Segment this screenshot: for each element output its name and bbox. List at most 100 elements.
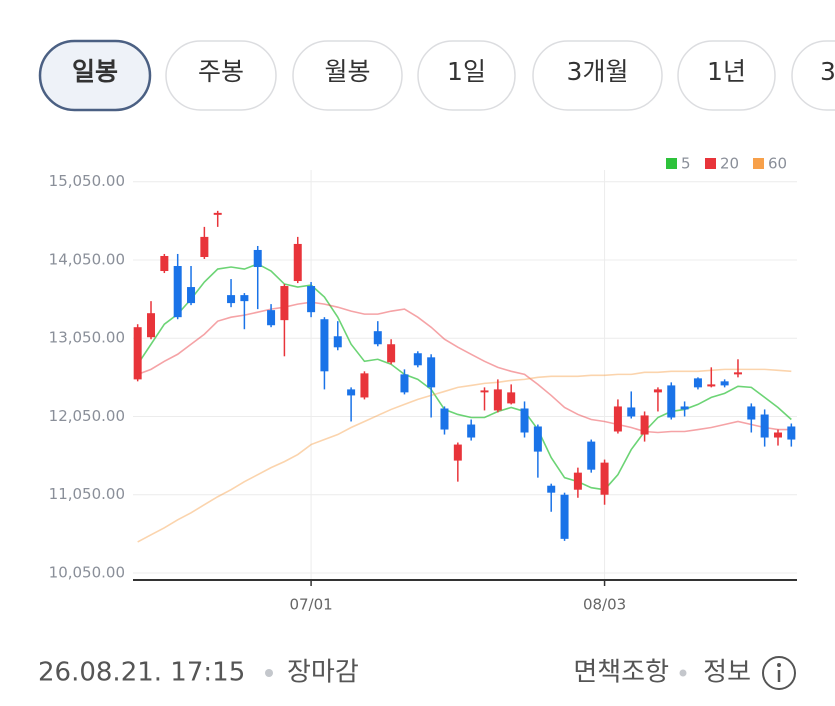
- candle-body: [307, 286, 316, 313]
- candle-body: [187, 287, 196, 304]
- candle-body: [680, 406, 689, 410]
- info-icon[interactable]: [762, 656, 796, 690]
- candle-body: [640, 415, 649, 435]
- candle-body: [147, 313, 156, 338]
- tab-label[interactable]: 1일: [447, 57, 486, 86]
- legend-label: 5: [681, 155, 691, 173]
- ma-line: [137, 263, 792, 491]
- tab-label[interactable]: 3개월: [567, 57, 629, 86]
- tab-pill[interactable]: [677, 40, 776, 111]
- tab-label[interactable]: 주봉: [198, 57, 244, 86]
- candle-body: [773, 432, 782, 438]
- candle-body: [347, 389, 356, 396]
- candle-body: [467, 424, 476, 438]
- candle-body: [320, 319, 329, 372]
- candle-body: [547, 485, 556, 493]
- candle-body: [373, 331, 382, 345]
- tab-pill[interactable]: [38, 39, 152, 112]
- candle-body: [360, 373, 369, 398]
- candle-body: [293, 243, 302, 282]
- y-tick-label: 14,050.00: [49, 250, 125, 268]
- market-status: 장마감: [287, 658, 359, 688]
- y-tick-label: 13,050.00: [49, 329, 125, 347]
- candle-body: [573, 472, 582, 490]
- tab[interactable]: 일봉: [38, 39, 152, 112]
- candle-body: [173, 266, 182, 318]
- candle-body: [253, 249, 262, 268]
- candle-body: [667, 385, 676, 418]
- candle-body: [213, 212, 222, 215]
- candle-body: [787, 426, 796, 440]
- chart: 10,050.00 11,050.00 12,050.00 13,050.00 14,0…: [49, 155, 797, 614]
- x-tick-label: 07/01: [289, 596, 332, 614]
- candle-body: [693, 378, 702, 388]
- tab-label[interactable]: 일봉: [72, 57, 118, 86]
- tab[interactable]: 3: [791, 40, 835, 111]
- candle-body: [200, 236, 209, 258]
- candle-body: [133, 327, 142, 380]
- candle-body: [720, 381, 729, 386]
- candle-body: [747, 406, 756, 420]
- candle-body: [560, 494, 569, 539]
- tab[interactable]: 3개월: [532, 40, 663, 111]
- y-tick-label: 12,050.00: [49, 407, 125, 425]
- tab-label[interactable]: 1년: [707, 57, 746, 86]
- tab-label[interactable]: 3: [820, 57, 835, 86]
- period-tabs: 일봉 주봉 월봉 1일 3개월 1년 3: [38, 39, 835, 112]
- info-link[interactable]: 정보: [703, 658, 751, 688]
- candle-body: [413, 353, 422, 366]
- candle-body: [733, 372, 742, 375]
- candle-body: [453, 444, 462, 461]
- legend-label: 60: [768, 155, 787, 173]
- tab-pill[interactable]: [165, 40, 277, 111]
- candle-body: [267, 310, 276, 326]
- tab-pill[interactable]: [532, 40, 663, 111]
- candle-body: [627, 407, 636, 417]
- tab-pill[interactable]: [292, 40, 403, 111]
- x-tick-label: 08/03: [583, 596, 626, 614]
- candle-body: [480, 390, 489, 393]
- timestamp: 26.08.21. 17:15: [38, 658, 245, 688]
- separator-dot: [679, 669, 687, 677]
- candle-body: [533, 426, 542, 452]
- legend-swatch: [666, 158, 677, 169]
- tab[interactable]: 월봉: [292, 40, 403, 111]
- disclaimer-link[interactable]: 면책조항: [573, 658, 669, 688]
- candle-body: [333, 336, 342, 348]
- candle-body: [440, 408, 449, 430]
- footer: 26.08.21. 17:15 장마감 면책조항 정보: [38, 656, 796, 690]
- legend-swatch: [705, 158, 716, 169]
- tab-label[interactable]: 월봉: [324, 57, 370, 86]
- candle-body: [707, 384, 716, 387]
- y-tick-label: 10,050.00: [49, 563, 125, 581]
- tab-pill[interactable]: [791, 40, 835, 111]
- candle-body: [387, 344, 396, 363]
- candle-body: [613, 406, 622, 432]
- candle-body: [280, 286, 289, 321]
- y-tick-label: 11,050.00: [49, 485, 125, 503]
- legend-label: 20: [720, 155, 739, 173]
- ma-line: [137, 368, 792, 543]
- candle-body: [587, 441, 596, 470]
- ma-line: [137, 301, 792, 434]
- candle-body: [520, 408, 529, 433]
- candle-body: [400, 374, 409, 393]
- separator-dot: [265, 669, 273, 677]
- candle-body: [427, 357, 436, 388]
- candle-body: [160, 255, 169, 272]
- candle-body: [493, 389, 502, 411]
- tab[interactable]: 주봉: [165, 40, 277, 111]
- tab[interactable]: 1일: [417, 40, 516, 111]
- tab[interactable]: 1년: [677, 40, 776, 111]
- candle-body: [653, 389, 662, 393]
- candle-body: [600, 462, 609, 495]
- tab-pill[interactable]: [417, 40, 516, 111]
- legend-swatch: [753, 158, 764, 169]
- y-tick-label: 15,050.00: [49, 172, 125, 190]
- candle-body: [227, 295, 236, 304]
- candle-body: [507, 392, 516, 404]
- candle-body: [760, 414, 769, 438]
- candle-body: [240, 295, 249, 302]
